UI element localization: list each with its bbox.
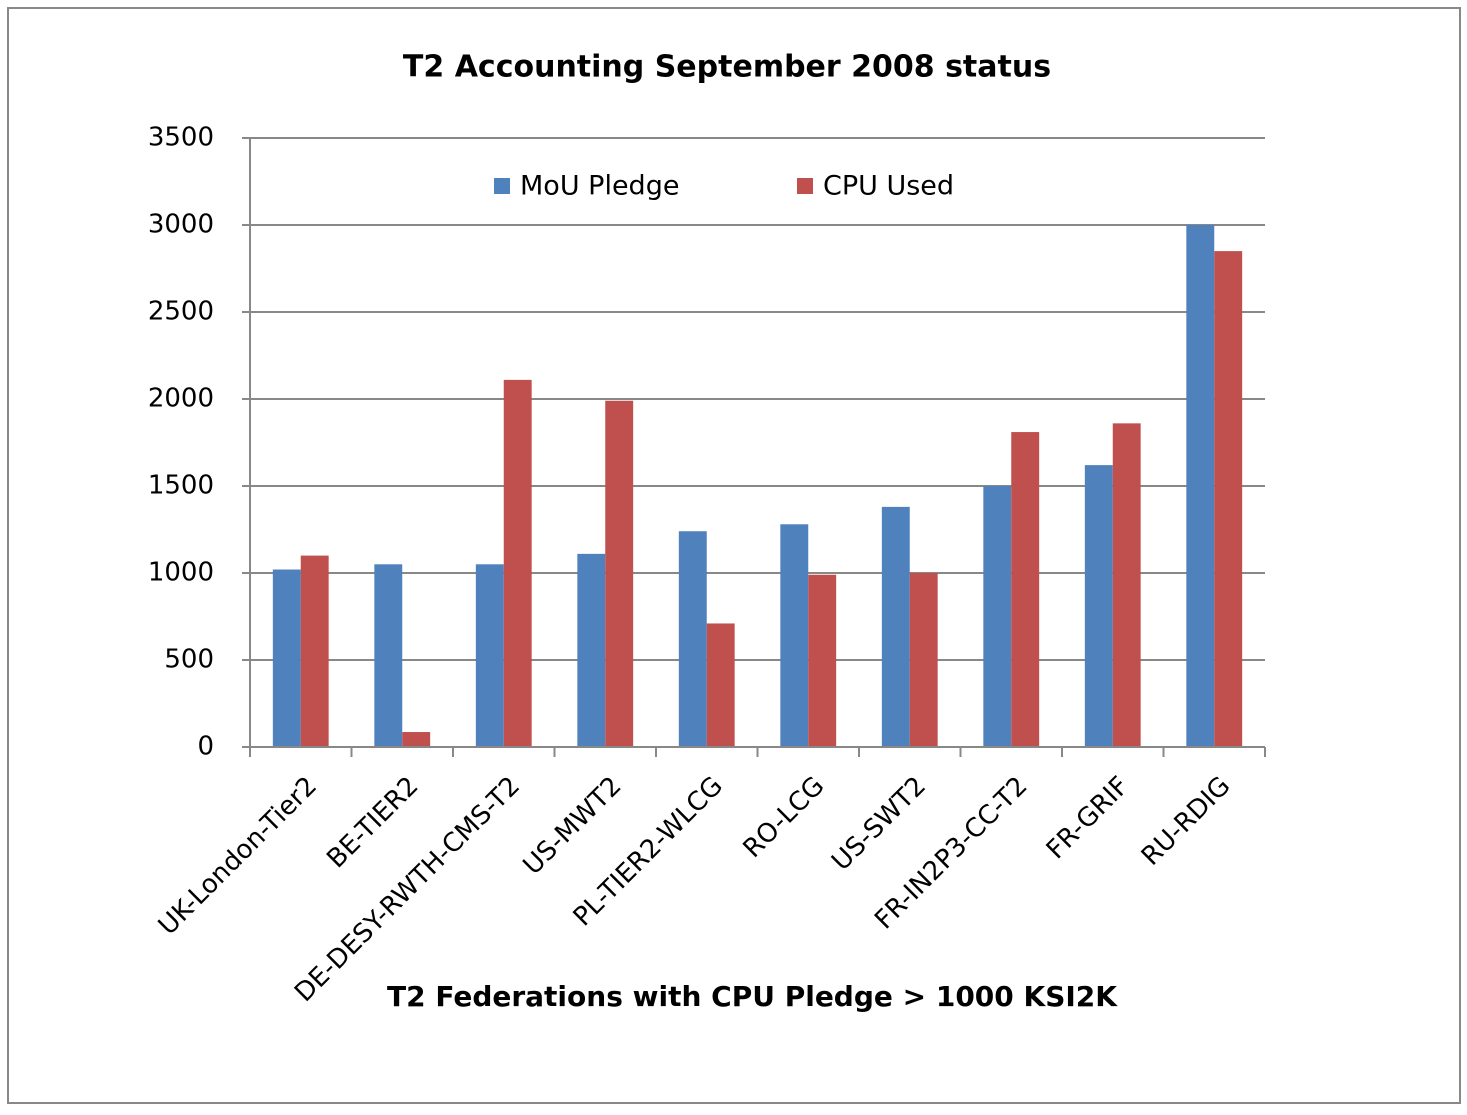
bar bbox=[272, 569, 301, 747]
bar bbox=[1084, 465, 1113, 747]
legend-label: MoU Pledge bbox=[520, 171, 679, 202]
bar bbox=[300, 555, 329, 747]
bar bbox=[374, 564, 403, 747]
x-axis-title: T2 Federations with CPU Pledge > 1000 KS… bbox=[387, 980, 1118, 1013]
bar bbox=[780, 524, 809, 747]
y-tick-label: 2000 bbox=[148, 384, 214, 414]
bar bbox=[503, 379, 532, 747]
bar bbox=[678, 531, 707, 747]
y-tick-label: 3500 bbox=[148, 123, 214, 153]
chart-frame bbox=[7, 7, 1461, 1104]
bar bbox=[1011, 432, 1040, 747]
bar bbox=[881, 506, 910, 747]
y-tick-label: 2500 bbox=[148, 297, 214, 327]
legend-label: CPU Used bbox=[823, 171, 954, 202]
bar bbox=[402, 732, 431, 747]
bar bbox=[605, 400, 634, 747]
y-tick-label: 1500 bbox=[148, 471, 214, 501]
bar bbox=[1112, 423, 1141, 747]
legend-swatch bbox=[494, 178, 510, 194]
bar bbox=[577, 553, 606, 747]
bar bbox=[909, 573, 938, 747]
y-tick-label: 0 bbox=[197, 732, 214, 762]
bar bbox=[475, 564, 504, 747]
y-tick-label: 500 bbox=[164, 645, 214, 675]
y-tick-label: 3000 bbox=[148, 210, 214, 240]
bar bbox=[1186, 225, 1215, 747]
bar bbox=[808, 574, 837, 747]
legend-swatch bbox=[797, 178, 813, 194]
bar bbox=[983, 486, 1012, 747]
chart-title: T2 Accounting September 2008 status bbox=[403, 50, 1051, 85]
bar bbox=[706, 623, 735, 747]
bar bbox=[1214, 251, 1243, 747]
y-tick-label: 1000 bbox=[148, 558, 214, 588]
